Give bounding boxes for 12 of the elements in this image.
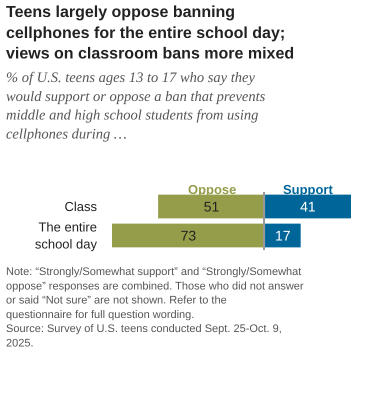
- text: Note: “Strongly/Somewhat support” and “Strongly/Somewhat oppose” responses are combined. Those who did not answer or said “Not sure” are not shown. Refer to the questionnaire for full question wording.: [6, 266, 304, 321]
- source-note: Source: Survey of U.S. teens conducted Sept. 25-Oct. 9, 2025.: [6, 323, 282, 350]
- data-label: 17: [274, 228, 291, 244]
- chart-subtitle: % of U.S. teens ages 13 to 17 who say they would support or oppose a ban that prevents middle and high school students from using cellphones during …: [6, 70, 266, 143]
- series-label: Oppose: [188, 182, 236, 197]
- y-tick-label: The entire school day: [34, 220, 98, 252]
- data-label: 73: [180, 228, 196, 244]
- data-label: 41: [300, 198, 316, 214]
- data-label: 51: [204, 198, 220, 214]
- y-tick-label: Class: [64, 199, 98, 214]
- chart-title: Teens largely oppose banning cellphones for the entire school day; views on classroom bans more mixed: [6, 4, 294, 63]
- series-label: Support: [283, 182, 334, 197]
